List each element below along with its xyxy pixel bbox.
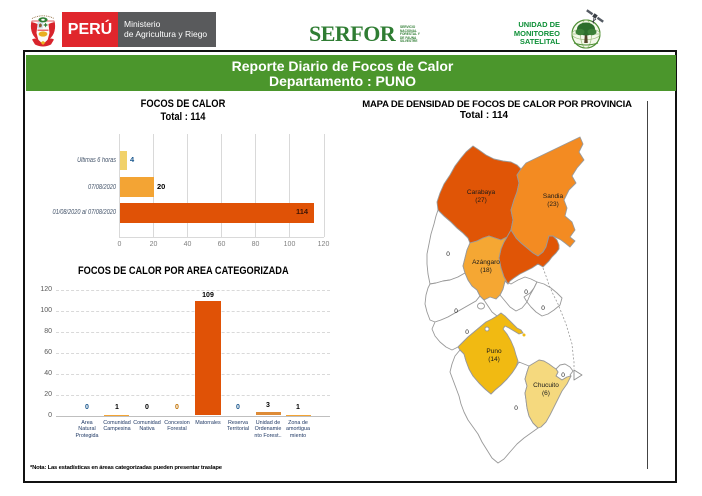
svg-text:Carabaya: Carabaya — [467, 189, 496, 196]
svg-text:0: 0 — [465, 329, 469, 336]
svg-text:(14): (14) — [488, 356, 500, 363]
svg-text:0: 0 — [561, 372, 565, 379]
svg-text:0: 0 — [524, 289, 528, 296]
svg-text:(27): (27) — [475, 197, 487, 204]
svg-text:Chucuito: Chucuito — [533, 382, 559, 389]
svg-text:0: 0 — [454, 308, 458, 315]
svg-text:0: 0 — [514, 405, 518, 412]
svg-text:(23): (23) — [547, 201, 559, 208]
svg-text:(6): (6) — [542, 390, 550, 397]
svg-text:0: 0 — [446, 251, 450, 258]
svg-text:Puno: Puno — [486, 348, 502, 355]
svg-text:Sandia: Sandia — [543, 193, 564, 200]
svg-text:0: 0 — [541, 305, 545, 312]
svg-text:Azángaro: Azángaro — [472, 259, 500, 266]
svg-text:(18): (18) — [480, 267, 492, 274]
